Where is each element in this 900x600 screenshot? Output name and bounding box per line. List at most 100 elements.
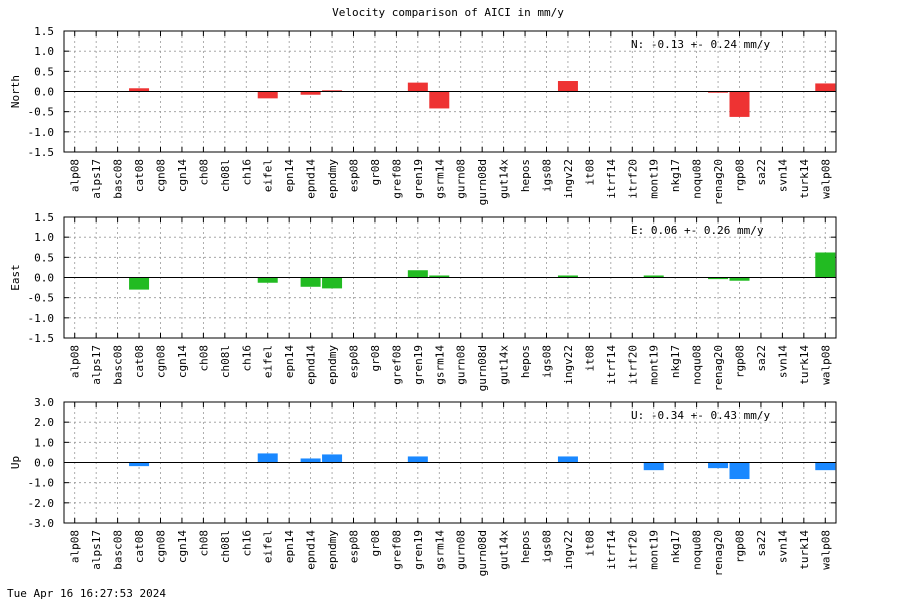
x-tick-label: epnd14 [305, 159, 318, 199]
bar-eifel [257, 453, 278, 463]
x-tick-label: itrf14 [605, 159, 618, 199]
plot-frame [63, 401, 837, 524]
x-tick-label: noqu08 [691, 159, 704, 199]
plot-frame [63, 30, 837, 153]
x-tick-label: noqu08 [691, 345, 704, 385]
x-tick-label: walp08 [819, 345, 832, 385]
bar-renag20 [708, 91, 729, 93]
x-tick-label: eifel [262, 345, 275, 378]
y-tick-label: 0.0 [34, 457, 54, 470]
x-tick-label: itrf20 [626, 530, 639, 570]
panel-east: 1.5 1.0 0.5 0.0 -0.5 -1.0 -1.5 alp08 alps17 basc0… [9, 211, 837, 391]
x-tick-label: epn14 [283, 159, 296, 192]
x-tick-label: svn14 [776, 159, 789, 192]
x-tick-label: gurn08d [476, 345, 489, 391]
x-tick-label: ingv22 [562, 159, 575, 199]
x-tick-label: gref08 [390, 159, 403, 199]
x-tick-label: itrf20 [626, 345, 639, 385]
bar-cat08 [129, 462, 150, 467]
x-tick-label: esp08 [348, 530, 361, 563]
y-tick-label: -1.5 [28, 332, 55, 345]
chart-panels: 1.5 1.0 0.5 0.0 -0.5 -1.0 -1.5 alp08 alps17 basc0… [9, 25, 837, 576]
x-tick-label: svn14 [776, 530, 789, 563]
x-tick-label: epndmy [326, 345, 339, 385]
x-tick-label: cgn14 [176, 530, 189, 563]
x-tick-label: epndmy [326, 159, 339, 199]
x-tick-label: svn14 [776, 345, 789, 378]
x-tick-label: rgp08 [734, 159, 747, 192]
y-tick-label: -1.0 [28, 126, 55, 139]
x-tick-label: esp08 [348, 345, 361, 378]
x-tick-label: hepos [519, 345, 532, 378]
stat-label: E: 0.06 +- 0.26 mm/y [631, 224, 764, 237]
bar-walp08 [815, 462, 836, 471]
timestamp: Tue Apr 16 16:27:53 2024 [7, 587, 166, 600]
y-tick-label: 1.5 [34, 25, 54, 38]
x-tick-label: renag20 [712, 345, 725, 391]
panel-north: 1.5 1.0 0.5 0.0 -0.5 -1.0 -1.5 alp08 alps17 basc0… [9, 25, 837, 205]
x-tick-label: it08 [583, 530, 596, 557]
x-tick-label: rgp08 [734, 530, 747, 563]
x-tick-label: basc08 [112, 345, 125, 385]
bar-gren19 [407, 456, 428, 463]
y-tick-label: 0.5 [34, 251, 54, 264]
y-tick-label: 1.0 [34, 45, 54, 58]
y-tick-label: -0.5 [28, 292, 55, 305]
x-tick-label: cgn14 [176, 345, 189, 378]
bar-rgp08 [729, 277, 750, 281]
x-tick-label: ingv22 [562, 530, 575, 570]
y-tick-label: 1.0 [34, 436, 54, 449]
bar-rgp08 [729, 91, 750, 117]
x-tick-label: sa22 [755, 159, 768, 186]
bar-cat08 [129, 277, 150, 290]
x-tick-label: gren19 [412, 530, 425, 570]
x-tick-label: cat08 [133, 159, 146, 192]
y-tick-label: -1.5 [28, 146, 55, 159]
x-tick-label: itrf14 [605, 530, 618, 570]
y-tick-label: 0.0 [34, 272, 54, 285]
bar-ingv22 [557, 81, 578, 92]
bar-ingv22 [557, 275, 578, 278]
x-tick-label: gut14x [498, 345, 511, 385]
y-tick-label: -1.0 [28, 312, 55, 325]
x-tick-label: igs08 [541, 159, 554, 192]
x-tick-label: basc08 [112, 159, 125, 199]
x-tick-label: mont19 [648, 159, 661, 199]
y-tick-label: 0.5 [34, 65, 54, 78]
x-tick-label: ch16 [240, 530, 253, 557]
x-tick-label: ch16 [240, 345, 253, 372]
x-tick-label: mont19 [648, 530, 661, 570]
y-axis-label: East [9, 264, 22, 291]
x-tick-label: walp08 [819, 530, 832, 570]
bar-cat08 [129, 88, 150, 92]
bar-gren19 [407, 270, 428, 278]
x-tick-label: gurn08d [476, 159, 489, 205]
x-tick-label: basc08 [112, 530, 125, 570]
bar-gren19 [407, 82, 428, 92]
x-tick-label: itrf14 [605, 345, 618, 385]
x-tick-label: cgn08 [155, 159, 168, 192]
x-tick-label: ch16 [240, 159, 253, 186]
x-tick-label: gurn08 [455, 530, 468, 570]
x-tick-label: walp08 [819, 159, 832, 199]
bar-ingv22 [557, 456, 578, 463]
x-tick-label: gref08 [390, 530, 403, 570]
bar-renag20 [708, 462, 729, 469]
x-tick-label: ch08 [197, 345, 210, 372]
x-tick-label: gsrm14 [433, 159, 446, 199]
x-tick-label: epnd14 [305, 345, 318, 385]
bar-eifel [257, 277, 278, 283]
x-tick-label: cgn14 [176, 159, 189, 192]
x-tick-label: eifel [262, 159, 275, 192]
x-tick-label: epn14 [283, 530, 296, 563]
x-tick-label: epndmy [326, 530, 339, 570]
x-tick-label: gren19 [412, 345, 425, 385]
x-tick-label: gut14x [498, 159, 511, 199]
x-tick-label: cat08 [133, 345, 146, 378]
x-tick-label: igs08 [541, 530, 554, 563]
bar-epnd14 [300, 458, 321, 463]
y-tick-label: -1.0 [28, 477, 55, 490]
x-tick-label: renag20 [712, 530, 725, 576]
y-tick-label: -0.5 [28, 106, 55, 119]
x-tick-label: nkg17 [669, 530, 682, 563]
